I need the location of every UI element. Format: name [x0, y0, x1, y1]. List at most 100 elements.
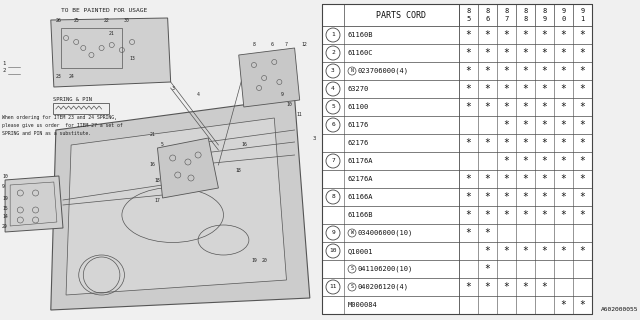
Text: 18: 18 [236, 167, 242, 172]
Text: 8: 8 [331, 195, 335, 199]
Text: *: * [484, 84, 490, 94]
Text: 14: 14 [2, 214, 8, 219]
Text: *: * [465, 30, 472, 40]
Text: *: * [484, 192, 490, 202]
Text: *: * [523, 120, 529, 130]
Text: *: * [523, 66, 529, 76]
Text: *: * [504, 102, 509, 112]
Text: *: * [561, 48, 566, 58]
Text: *: * [580, 174, 586, 184]
Text: *: * [541, 210, 547, 220]
Text: *: * [465, 174, 472, 184]
Text: 61176: 61176 [348, 122, 369, 128]
Text: *: * [504, 66, 509, 76]
Text: 61100: 61100 [348, 104, 369, 110]
Text: 1: 1 [331, 33, 335, 37]
Text: *: * [561, 102, 566, 112]
Text: 26: 26 [56, 18, 62, 23]
Bar [53, 103, 109, 114]
Text: 6: 6 [331, 123, 335, 127]
Text: 16: 16 [241, 142, 246, 148]
Text: 8: 8 [542, 8, 547, 14]
Polygon shape [239, 48, 300, 107]
Text: 61166B: 61166B [348, 212, 374, 218]
Text: *: * [465, 210, 472, 220]
Text: S: S [351, 267, 353, 271]
Text: *: * [484, 228, 490, 238]
Text: 13: 13 [129, 56, 135, 61]
Text: M000084: M000084 [348, 302, 378, 308]
Text: *: * [523, 84, 529, 94]
Text: 62176A: 62176A [348, 176, 374, 182]
Text: *: * [561, 174, 566, 184]
Text: 4: 4 [196, 92, 200, 98]
Text: *: * [541, 120, 547, 130]
Text: 1: 1 [580, 16, 584, 22]
Text: 10: 10 [329, 249, 337, 253]
Text: SPRING & PIN: SPRING & PIN [53, 97, 92, 102]
Text: 21: 21 [150, 132, 156, 138]
Text: *: * [465, 48, 472, 58]
Text: *: * [523, 48, 529, 58]
Text: 4: 4 [331, 86, 335, 92]
Text: 12: 12 [302, 42, 308, 46]
Text: *: * [541, 246, 547, 256]
Text: *: * [561, 84, 566, 94]
Bar [322, 296, 592, 314]
Text: 3: 3 [313, 136, 316, 141]
Polygon shape [51, 18, 171, 87]
Text: 6: 6 [271, 42, 274, 46]
Text: 7: 7 [504, 16, 509, 22]
Text: *: * [580, 102, 586, 112]
Text: *: * [484, 174, 490, 184]
Text: *: * [484, 30, 490, 40]
Text: *: * [484, 246, 490, 256]
Polygon shape [5, 176, 63, 232]
Text: *: * [523, 102, 529, 112]
Text: 9: 9 [580, 8, 584, 14]
Text: *: * [541, 84, 547, 94]
Bar [322, 26, 592, 44]
Text: *: * [580, 246, 586, 256]
Text: 61166A: 61166A [348, 194, 374, 200]
Bar [322, 80, 592, 98]
Text: 21: 21 [109, 31, 115, 36]
Text: *: * [484, 102, 490, 112]
Text: Q10001: Q10001 [348, 248, 374, 254]
Text: *: * [580, 156, 586, 166]
Text: *: * [561, 192, 566, 202]
Text: 17: 17 [155, 197, 161, 203]
Text: 8: 8 [504, 8, 509, 14]
Text: 8: 8 [467, 8, 470, 14]
Text: 5: 5 [331, 105, 335, 109]
Text: *: * [484, 138, 490, 148]
Text: 023706000(4): 023706000(4) [358, 68, 409, 74]
Text: *: * [465, 66, 472, 76]
Text: *: * [523, 156, 529, 166]
Text: *: * [504, 282, 509, 292]
Text: 30: 30 [124, 18, 130, 23]
Text: 3: 3 [172, 86, 174, 92]
Text: 5: 5 [161, 142, 164, 148]
Bar [322, 98, 592, 116]
Text: *: * [465, 138, 472, 148]
Bar [322, 4, 592, 314]
Bar [322, 260, 592, 278]
Text: 5: 5 [467, 16, 470, 22]
Text: 19: 19 [2, 196, 8, 201]
Text: *: * [580, 192, 586, 202]
Bar [322, 206, 592, 224]
Text: 7: 7 [285, 42, 288, 46]
Text: 034006000(10): 034006000(10) [358, 230, 413, 236]
Text: *: * [541, 138, 547, 148]
Text: *: * [465, 102, 472, 112]
Text: *: * [504, 120, 509, 130]
Polygon shape [66, 118, 287, 295]
Text: *: * [504, 84, 509, 94]
Text: *: * [484, 282, 490, 292]
Bar [322, 224, 592, 242]
Text: *: * [523, 192, 529, 202]
Text: 9: 9 [331, 230, 335, 236]
Text: *: * [561, 246, 566, 256]
Text: *: * [561, 156, 566, 166]
